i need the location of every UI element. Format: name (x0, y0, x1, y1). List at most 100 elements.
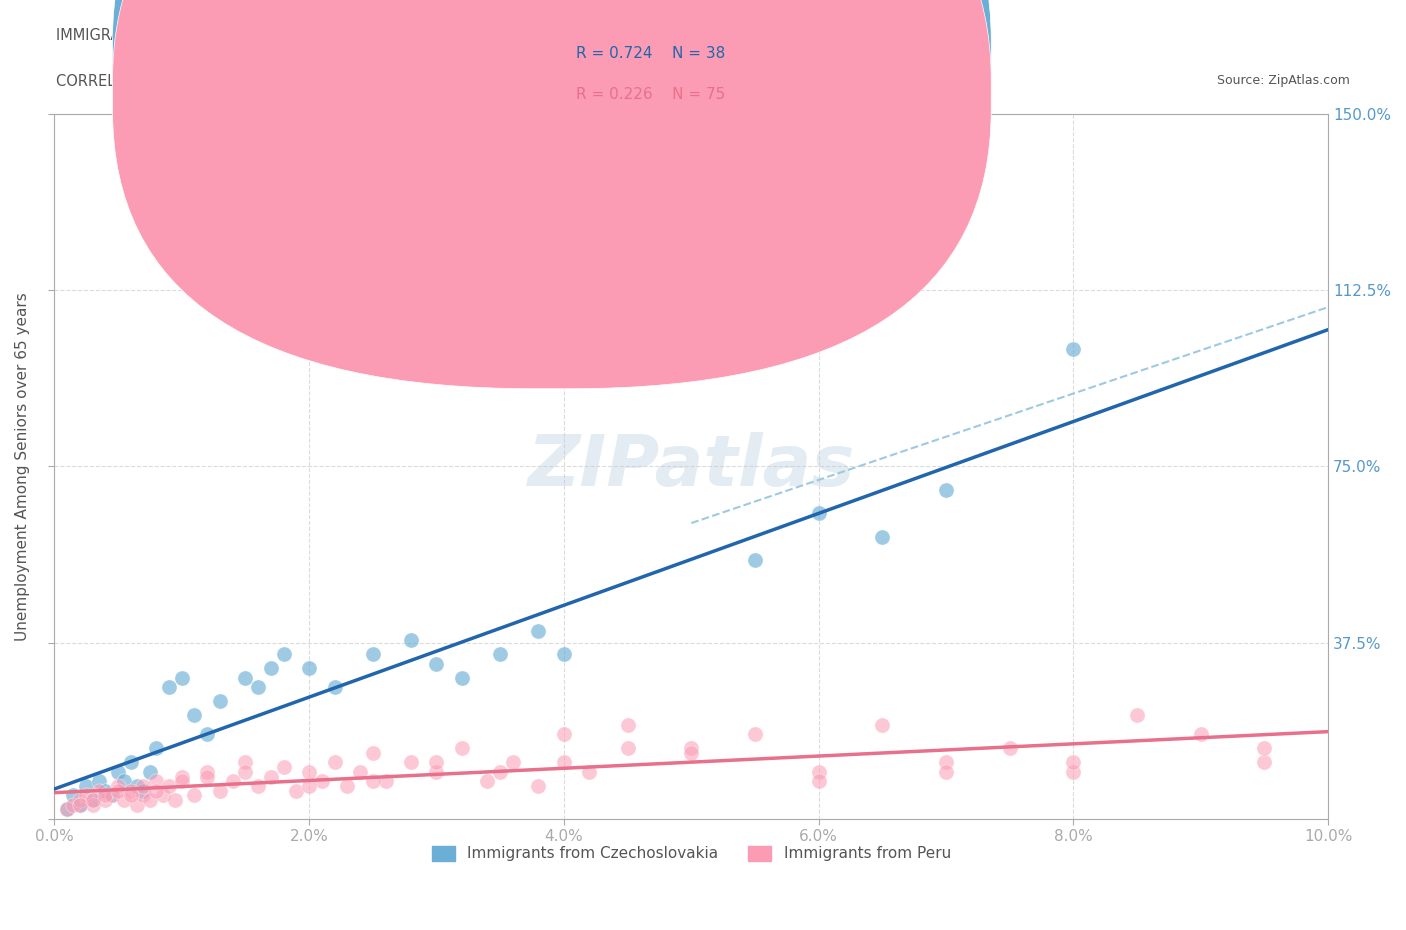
Point (489, 647, 512, 662)
Point (145, 774, 167, 789)
Point (235, 755, 257, 770)
Y-axis label: Unemployment Among Seniors over 65 years: Unemployment Among Seniors over 65 years (15, 292, 30, 641)
Point (145, 783, 167, 798)
Point (208, 783, 231, 798)
Point (616, 741, 638, 756)
Point (87, 774, 110, 789)
Point (578, 764, 600, 779)
Text: Source: ZipAtlas.com: Source: ZipAtlas.com (1216, 74, 1350, 87)
Point (247, 680, 270, 695)
Point (336, 778, 359, 793)
Point (285, 783, 308, 798)
Text: CORRELATION CHART: CORRELATION CHART (56, 74, 214, 89)
Point (94, 783, 117, 798)
Point (170, 774, 193, 789)
Point (260, 661, 283, 676)
Point (62, 797, 84, 812)
Point (1062, 341, 1084, 356)
Point (120, 788, 142, 803)
Point (127, 797, 149, 812)
Point (170, 769, 193, 784)
Text: IMMIGRANTS FROM CZECHOSLOVAKIA VS IMMIGRANTS FROM PERU UNEMPLOYMENT AMONG SENIOR: IMMIGRANTS FROM CZECHOSLOVAKIA VS IMMIGR… (56, 28, 924, 43)
Point (744, 553, 766, 568)
Point (170, 671, 193, 685)
Point (477, 774, 499, 789)
Point (127, 778, 149, 793)
Point (87, 783, 110, 798)
Point (311, 774, 333, 789)
Point (139, 792, 162, 807)
Point (451, 741, 474, 756)
Point (62, 788, 84, 803)
Point (208, 694, 231, 709)
Point (132, 788, 155, 803)
Point (56, 802, 79, 817)
Point (349, 764, 371, 779)
Point (120, 783, 142, 798)
Point (489, 764, 512, 779)
Point (132, 783, 155, 798)
Point (235, 671, 257, 685)
Point (183, 788, 205, 803)
Point (69, 797, 91, 812)
Point (107, 764, 129, 779)
Point (323, 680, 346, 695)
Point (935, 755, 957, 770)
Point (120, 755, 142, 770)
Point (361, 774, 384, 789)
Point (100, 788, 122, 803)
Point (1253, 755, 1275, 770)
Point (157, 778, 180, 793)
Point (527, 623, 550, 638)
Point (195, 769, 218, 784)
Point (807, 764, 830, 779)
Point (94, 792, 117, 807)
Point (553, 647, 575, 662)
Point (112, 792, 135, 807)
Point (107, 778, 129, 793)
Point (152, 788, 174, 803)
Point (935, 764, 957, 779)
Point (425, 764, 447, 779)
Point (872, 529, 894, 544)
Point (374, 774, 396, 789)
Point (361, 647, 384, 662)
Point (145, 741, 167, 756)
Point (157, 680, 180, 695)
Text: R = 0.724    N = 38: R = 0.724 N = 38 (576, 46, 725, 61)
Point (527, 778, 550, 793)
Point (1126, 708, 1149, 723)
Point (323, 755, 346, 770)
Point (75, 778, 97, 793)
Point (399, 755, 422, 770)
Point (935, 483, 957, 498)
Point (107, 783, 129, 798)
Point (195, 764, 218, 779)
Point (807, 774, 830, 789)
Point (82, 792, 104, 807)
Point (451, 671, 474, 685)
Point (872, 717, 894, 732)
Point (273, 647, 295, 662)
Point (998, 741, 1021, 756)
Point (553, 727, 575, 742)
Point (502, 755, 524, 770)
Point (139, 764, 162, 779)
Point (298, 764, 321, 779)
Point (399, 632, 422, 647)
Point (425, 755, 447, 770)
Point (361, 746, 384, 761)
Point (112, 774, 135, 789)
Point (69, 797, 91, 812)
Point (221, 774, 243, 789)
Point (553, 755, 575, 770)
Point (183, 708, 205, 723)
Point (744, 727, 766, 742)
Point (56, 802, 79, 817)
Point (260, 769, 283, 784)
Point (82, 792, 104, 807)
Point (69, 792, 91, 807)
Point (195, 727, 218, 742)
Point (1189, 727, 1212, 742)
Point (165, 792, 187, 807)
